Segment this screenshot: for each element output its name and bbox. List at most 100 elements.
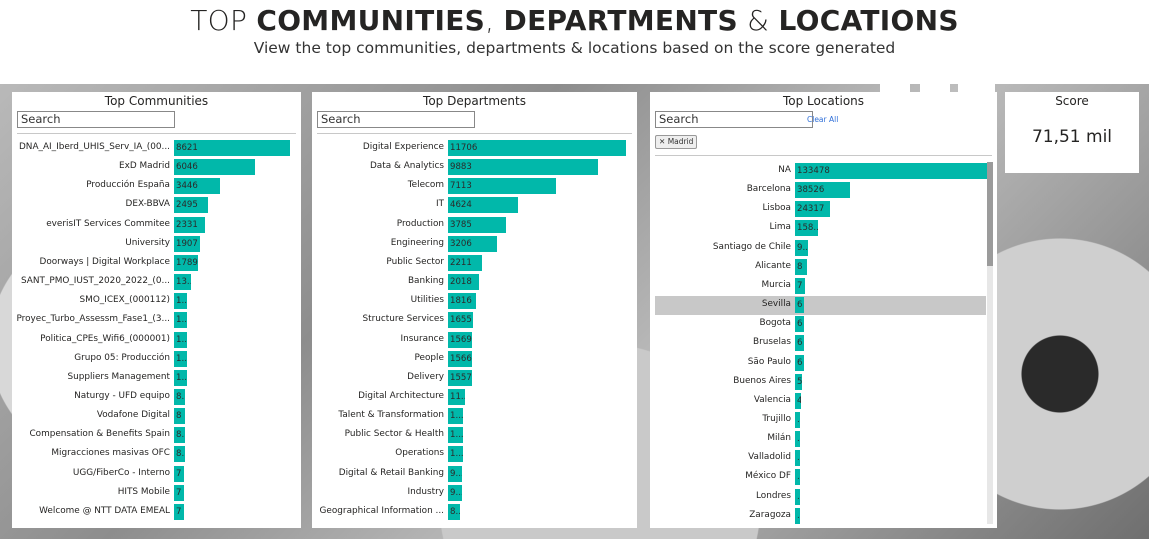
bar-row[interactable]: University 1907 <box>12 235 301 253</box>
bar[interactable]: ... <box>795 411 800 428</box>
bar-row[interactable]: UGG/FiberCo - Interno 7 <box>12 465 301 483</box>
bar[interactable]: 2211 <box>448 254 482 271</box>
bar[interactable]: 2331 <box>174 216 205 233</box>
bar-row[interactable]: Banking 2018 <box>312 273 637 291</box>
bar-row[interactable]: Digital & Retail Banking 9... <box>312 465 637 483</box>
bar-row[interactable]: Trujillo... <box>650 411 985 429</box>
bar[interactable]: 1569 <box>448 331 472 348</box>
bar-row[interactable]: Talent & Transformation 1... <box>312 407 637 425</box>
bar[interactable]: 1789 <box>174 254 198 271</box>
bar-row[interactable]: IT 4624 <box>312 196 637 214</box>
bar[interactable]: 7 <box>795 277 805 294</box>
scrollbar-thumb[interactable] <box>987 162 993 266</box>
bar[interactable]: 7 <box>174 503 184 520</box>
bar-row[interactable]: Production 3785 <box>312 216 637 234</box>
bar-row[interactable]: Public Sector & Health 1... <box>312 426 637 444</box>
bar[interactable]: 1... <box>174 350 187 367</box>
bar-row[interactable]: everisIT Services Commitee 2331 <box>12 216 301 234</box>
bar-row[interactable]: Grupo 05: Producción 1... <box>12 350 301 368</box>
bar-row[interactable]: Public Sector 2211 <box>312 254 637 272</box>
bar[interactable]: 8... <box>448 503 460 520</box>
bar-row[interactable]: Santiago de Chile 9... <box>650 239 985 257</box>
bar-row[interactable]: Digital Architecture 11... <box>312 388 637 406</box>
bar-row[interactable]: Utilities 1816 <box>312 292 637 310</box>
bar[interactable]: 1... <box>174 293 187 310</box>
bar[interactable]: ... <box>795 450 800 467</box>
bar-row[interactable]: Doorways | Digital Workplace 1789 <box>12 254 301 272</box>
bar[interactable]: 1... <box>448 408 463 425</box>
bar[interactable]: 7 <box>174 465 184 482</box>
bar-row[interactable]: Insurance 1569 <box>312 331 637 349</box>
bar-row[interactable]: México DF... <box>650 468 985 486</box>
bar[interactable]: 1... <box>448 446 463 463</box>
bar-row[interactable]: Welcome @ NTT DATA EMEAL 7 <box>12 503 301 521</box>
bar-row[interactable]: Industry 9... <box>312 484 637 502</box>
bar[interactable]: 6046 <box>174 159 255 176</box>
bar-row[interactable]: HITS Mobile 7 <box>12 484 301 502</box>
bar[interactable]: 1655 <box>448 312 473 329</box>
bar-row[interactable]: Murcia 7 <box>650 277 985 295</box>
bar-row[interactable]: Naturgy - UFD equipo 8... <box>12 388 301 406</box>
bar-row[interactable]: Telecom 7113 <box>312 177 637 195</box>
bar[interactable]: 8... <box>174 388 185 405</box>
bar[interactable]: 4 <box>795 392 801 409</box>
bar-row[interactable]: Producción España 3446 <box>12 177 301 195</box>
bar[interactable]: 2018 <box>448 274 479 291</box>
bar[interactable]: 1907 <box>174 235 200 252</box>
bar[interactable]: 11706 <box>448 140 626 156</box>
bar[interactable]: 8 <box>795 258 807 275</box>
bar-row[interactable]: SMO_ICEX_(000112) 1... <box>12 292 301 310</box>
bar[interactable]: 1... <box>174 369 187 386</box>
bar[interactable]: 6 <box>795 335 804 352</box>
bar-row[interactable]: São Paulo 6 <box>650 354 985 372</box>
bar-row[interactable]: Data & Analytics 9883 <box>312 158 637 176</box>
bar-row[interactable]: DNA_AI_Iberd_UHIS_Serv_IA_(00... 8621 <box>12 139 301 157</box>
bar[interactable]: 3785 <box>448 216 506 233</box>
scrollbar[interactable] <box>987 162 993 524</box>
bar-row[interactable]: NA 133478 <box>650 162 987 180</box>
bar-row[interactable]: Migracciones masivas OFC 8... <box>12 445 301 463</box>
bar-row[interactable]: Londres... <box>650 488 985 506</box>
search-input[interactable]: Search <box>655 111 813 128</box>
bar[interactable]: 1... <box>174 312 187 329</box>
bar-row[interactable]: Digital Experience 11706 <box>312 139 637 157</box>
bar-row[interactable]: Suppliers Management 1... <box>12 369 301 387</box>
bar[interactable]: 3446 <box>174 178 220 195</box>
bar[interactable]: 9... <box>448 465 462 482</box>
bar[interactable]: ... <box>795 507 800 524</box>
filter-chip-madrid[interactable]: ✕ Madrid <box>655 135 698 149</box>
bar[interactable]: 7113 <box>448 178 556 195</box>
bar-row[interactable]: Milán... <box>650 430 985 448</box>
bar[interactable]: ... <box>795 431 800 448</box>
search-input[interactable]: Search <box>17 111 175 128</box>
bar[interactable]: 11... <box>448 388 465 405</box>
bar[interactable]: 133478 <box>795 163 987 179</box>
bar-row[interactable]: SANT_PMO_IUST_2020_2022_(0... 13... <box>12 273 301 291</box>
search-input[interactable]: Search <box>317 111 475 128</box>
bar-row[interactable]: Delivery 1557 <box>312 369 637 387</box>
close-icon[interactable]: ✕ <box>659 137 666 146</box>
bar-row[interactable]: DEX-BBVA 2495 <box>12 196 301 214</box>
bar[interactable]: 1557 <box>448 369 472 386</box>
bar-row[interactable]: Geographical Information ... 8... <box>312 503 637 521</box>
bar[interactable]: 8... <box>174 427 185 444</box>
bar[interactable]: 5 <box>795 373 802 390</box>
bar[interactable]: 38526 <box>795 182 850 199</box>
bar[interactable]: 6 <box>795 354 804 371</box>
bar-row[interactable]: Sevilla 6 <box>650 296 985 314</box>
bar[interactable]: 158... <box>795 220 818 237</box>
bar[interactable]: 1566 <box>448 350 472 367</box>
bar-row[interactable]: Structure Services 1655 <box>312 311 637 329</box>
bar-row[interactable]: Valladolid... <box>650 449 985 467</box>
bar[interactable]: 7 <box>174 484 184 501</box>
bar-row[interactable]: Politica_CPEs_Wifi6_(000001) 1... <box>12 331 301 349</box>
bar[interactable]: ... <box>795 488 800 505</box>
bar[interactable]: 1... <box>174 331 187 348</box>
bar[interactable]: 6 <box>795 297 804 314</box>
bar[interactable]: 2495 <box>174 197 208 214</box>
bar[interactable]: 8... <box>174 446 185 463</box>
bar-row[interactable]: Alicante 8 <box>650 258 985 276</box>
bar[interactable]: 24317 <box>795 201 830 218</box>
bar[interactable]: ... <box>795 469 800 486</box>
